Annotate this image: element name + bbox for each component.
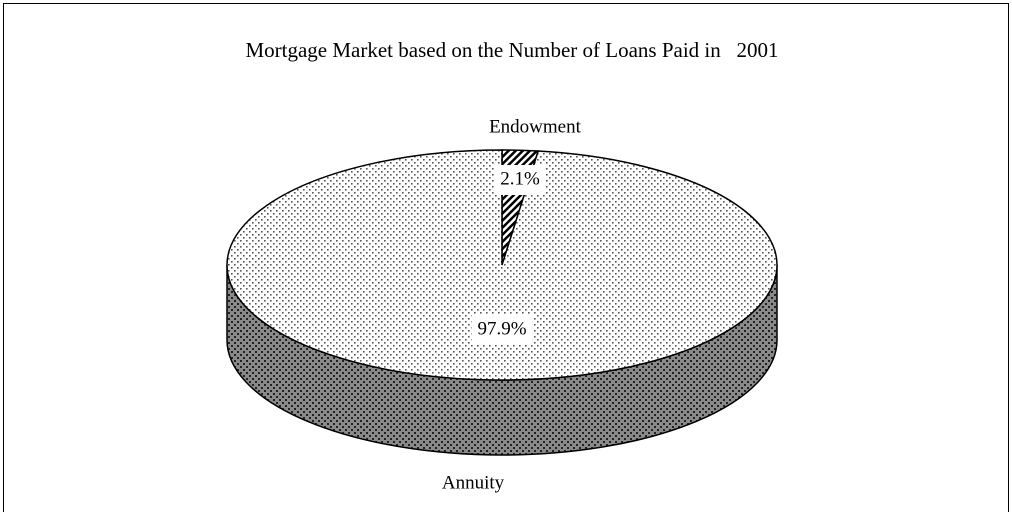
pie-slice bbox=[226, 149, 778, 381]
value-label-bg bbox=[471, 315, 533, 345]
value-label: 2.1% bbox=[500, 168, 540, 189]
pie bbox=[226, 149, 778, 456]
value-label-bg bbox=[494, 165, 546, 195]
chart-title: Mortgage Market based on the Number of L… bbox=[245, 38, 778, 62]
category-label: Endowment bbox=[489, 116, 582, 137]
chart-border bbox=[3, 3, 1009, 512]
value-label: 97.9% bbox=[477, 318, 526, 339]
category-label: Annuity bbox=[442, 472, 505, 493]
labels: Endowment 2.1% Annuity 97.9% bbox=[442, 116, 582, 493]
